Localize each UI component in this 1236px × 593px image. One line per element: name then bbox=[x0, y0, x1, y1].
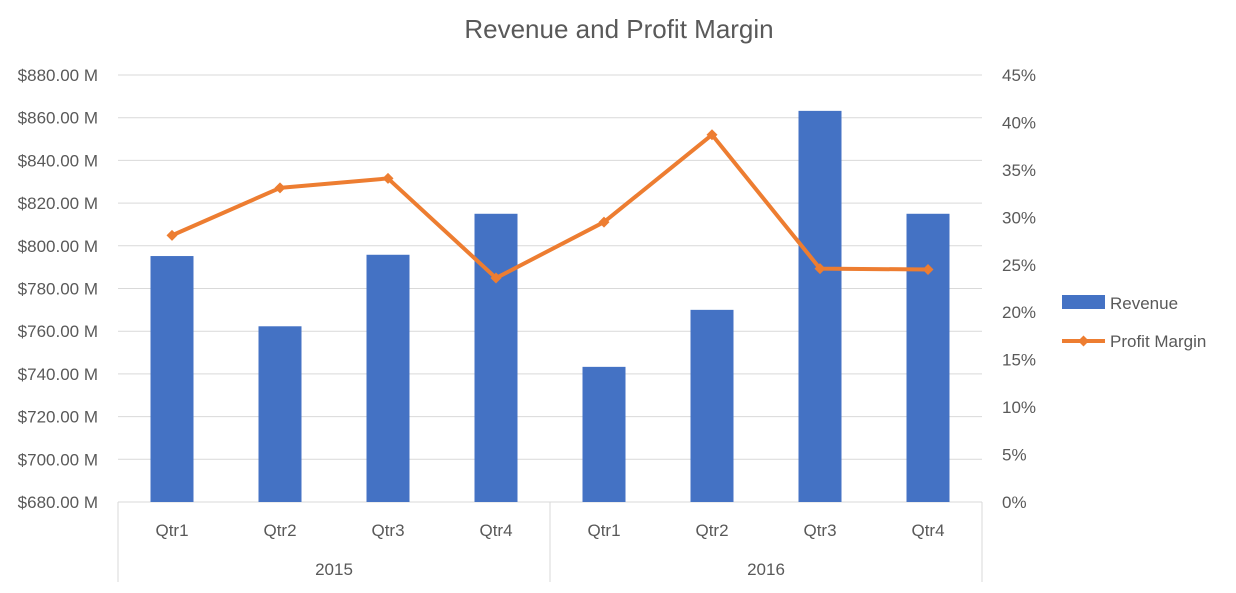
revenue-bar bbox=[474, 213, 518, 502]
revenue-bar bbox=[366, 254, 410, 502]
y-left-tick-label: $820.00 M bbox=[18, 194, 98, 213]
y-left-tick-label: $760.00 M bbox=[18, 322, 98, 341]
category-label: Qtr2 bbox=[695, 521, 728, 540]
revenue-bar bbox=[150, 256, 194, 502]
legend-revenue-label: Revenue bbox=[1110, 294, 1178, 313]
y-right-tick-label: 10% bbox=[1002, 398, 1036, 417]
revenue-bar bbox=[582, 366, 626, 502]
category-label: Qtr4 bbox=[911, 521, 944, 540]
category-label: Qtr3 bbox=[371, 521, 404, 540]
revenue-bar bbox=[690, 309, 734, 502]
legend-profit-margin-label: Profit Margin bbox=[1110, 332, 1206, 351]
y-left-tick-label: $720.00 M bbox=[18, 408, 98, 427]
chart-title: Revenue and Profit Margin bbox=[464, 14, 773, 44]
category-label: Qtr2 bbox=[263, 521, 296, 540]
group-label: 2016 bbox=[747, 560, 785, 579]
category-label: Qtr1 bbox=[587, 521, 620, 540]
profit-margin-marker bbox=[166, 229, 178, 241]
profit-margin-marker bbox=[382, 172, 394, 184]
group-label: 2015 bbox=[315, 560, 353, 579]
y-right-tick-label: 40% bbox=[1002, 113, 1036, 132]
y-left-tick-label: $680.00 M bbox=[18, 493, 98, 512]
y-right-tick-label: 25% bbox=[1002, 256, 1036, 275]
y-left-tick-label: $800.00 M bbox=[18, 237, 98, 256]
y-right-tick-label: 15% bbox=[1002, 351, 1036, 370]
y-left-tick-label: $740.00 M bbox=[18, 365, 98, 384]
y-left-tick-label: $700.00 M bbox=[18, 450, 98, 469]
profit-margin-marker bbox=[274, 182, 286, 194]
profit-margin-marker bbox=[490, 272, 502, 284]
category-label: Qtr4 bbox=[479, 521, 512, 540]
category-label: Qtr3 bbox=[803, 521, 836, 540]
profit-margin-marker bbox=[922, 264, 934, 276]
profit-margin-marker bbox=[598, 216, 610, 228]
y-right-tick-label: 0% bbox=[1002, 493, 1027, 512]
y-right-tick-label: 35% bbox=[1002, 161, 1036, 180]
profit-margin-line bbox=[171, 132, 929, 281]
y-left-tick-label: $840.00 M bbox=[18, 151, 98, 170]
legend-profit-margin-marker bbox=[1078, 335, 1089, 347]
y-right-tick-label: 45% bbox=[1002, 66, 1036, 85]
revenue-bar bbox=[798, 110, 842, 503]
revenue-bar bbox=[258, 326, 302, 502]
y-right-tick-label: 5% bbox=[1002, 446, 1027, 465]
y-right-tick-label: 30% bbox=[1002, 208, 1036, 227]
y-left-tick-label: $880.00 M bbox=[18, 66, 98, 85]
category-label: Qtr1 bbox=[155, 521, 188, 540]
profit-margin-marker bbox=[706, 129, 718, 141]
revenue-bar bbox=[906, 213, 950, 502]
legend-revenue-swatch bbox=[1062, 295, 1105, 309]
y-left-tick-label: $780.00 M bbox=[18, 280, 98, 299]
profit-margin-marker bbox=[814, 263, 826, 275]
y-right-tick-label: 20% bbox=[1002, 303, 1036, 322]
y-left-tick-label: $860.00 M bbox=[18, 109, 98, 128]
